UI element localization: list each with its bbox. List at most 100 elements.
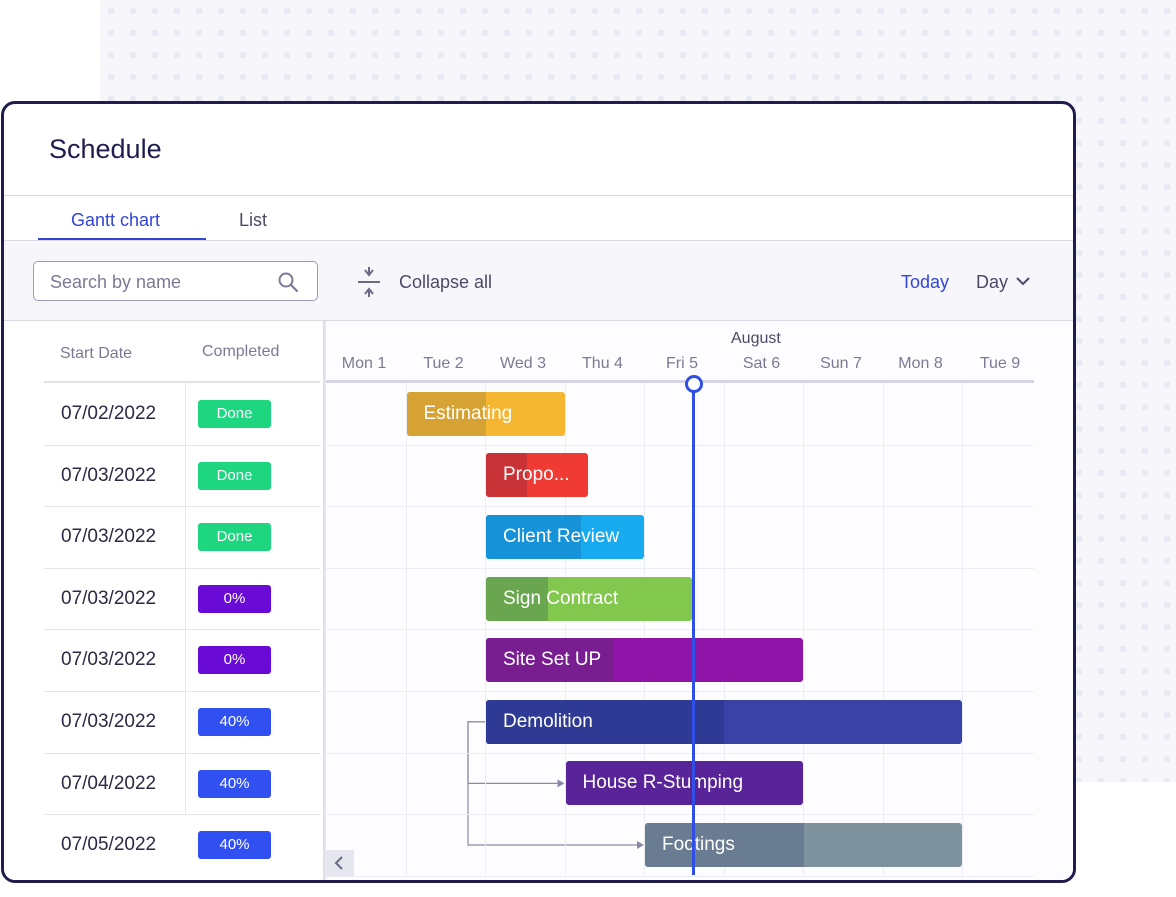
task-bar-label: Propo... [503, 464, 570, 486]
view-scale-label: Day [976, 272, 1009, 292]
task-progress-fill [486, 638, 613, 683]
task-table: Start Date Completed 07/02/2022 Done 07/03… [4, 321, 323, 880]
status-badge: 40% [198, 831, 271, 860]
task-bar[interactable]: Demolition [486, 699, 962, 744]
task-bar[interactable]: Estimating [406, 391, 565, 436]
tab-gantt-chart[interactable]: Gantt chart [71, 210, 161, 230]
status-badge: 0% [198, 584, 271, 613]
status-badge: Done [198, 523, 271, 552]
start-date-cell: 07/03/2022 [61, 711, 157, 732]
task-bar-label: Site Set UP [503, 649, 602, 671]
task-progress-fill [486, 699, 724, 744]
gantt-grid: Start Date Completed 07/02/2022 Done 07/03… [4, 321, 1073, 880]
toolbar-divider [4, 320, 1073, 321]
task-progress-fill [486, 576, 548, 621]
search-box [33, 261, 318, 302]
task-bar-label: House R-Stumping [582, 772, 744, 794]
schedule-card: Schedule Gantt chart List Collapse all T… [1, 101, 1076, 883]
day-label: Sat 6 [742, 355, 781, 372]
status-badge: Done [198, 461, 271, 490]
day-label: Fri 5 [666, 355, 698, 372]
task-bar-label: Footings [662, 834, 735, 855]
task-bar[interactable]: Propo... [486, 453, 589, 498]
day-label: Wed 3 [500, 355, 546, 372]
day-gridline [564, 383, 566, 875]
start-date-cell: 07/04/2022 [61, 772, 157, 794]
tab-list[interactable]: List [239, 210, 268, 230]
row-gridline [326, 691, 1034, 692]
dependency-arrowhead [557, 779, 565, 788]
today-marker-line [692, 383, 696, 875]
day-gridline [882, 383, 884, 875]
toolbar: Collapse all Today Day [4, 241, 1073, 320]
status-badge: Done [198, 400, 271, 428]
day-gridline [485, 383, 486, 875]
day-label: Tue 9 [979, 355, 1021, 372]
timeline-header-line [326, 380, 1034, 383]
status-badge: 40% [198, 708, 271, 736]
table-row-divider [44, 629, 320, 631]
task-bar-label: Demolition [503, 710, 593, 732]
day-label: Mon 8 [898, 355, 943, 372]
day-label: Sun 7 [820, 355, 862, 372]
column-header-completed: Completed [202, 343, 280, 360]
search-input[interactable] [48, 262, 272, 302]
table-column-divider [185, 383, 186, 813]
table-row-divider [44, 691, 320, 692]
day-gridline [405, 383, 407, 875]
task-progress-fill [406, 391, 486, 436]
task-bar[interactable]: House R-Stumping [565, 761, 803, 806]
timeline-pane: August Mon 1 Tue 2 Wed 3 Thu 4 Fri 5 Sat 6 Sun… [326, 321, 1073, 880]
table-row-divider [44, 567, 320, 569]
table-row-divider [44, 444, 320, 446]
collapse-icon [358, 267, 380, 297]
search-icon[interactable] [277, 271, 299, 293]
dependency-arrowhead [637, 841, 644, 849]
column-header-start-date: Start Date [60, 345, 133, 362]
table-header-line [44, 381, 320, 383]
day-gridline [803, 383, 804, 875]
row-gridline [326, 752, 1034, 754]
row-gridline [326, 629, 1034, 631]
today-marker-dot[interactable] [684, 375, 703, 393]
row-gridline [326, 506, 1034, 508]
table-row-divider [44, 752, 320, 754]
view-scale-dropdown[interactable]: Day [976, 272, 1030, 293]
day-label: Tue 2 [423, 355, 464, 372]
task-bar[interactable]: Site Set UP [486, 638, 803, 683]
chevron-down-icon [1016, 277, 1030, 286]
collapse-all-label: Collapse all [399, 272, 493, 292]
scroll-left-button[interactable] [326, 850, 354, 876]
table-row-divider [44, 814, 320, 816]
day-gridline [644, 383, 645, 875]
tabs-divider [4, 240, 1073, 241]
task-progress-fill [486, 515, 581, 559]
task-bar-label: Client Review [503, 526, 620, 547]
row-gridline [326, 875, 1034, 877]
start-date-cell: 07/03/2022 [61, 464, 157, 486]
task-progress-fill [645, 823, 804, 867]
day-gridline [962, 383, 963, 875]
day-label: Thu 4 [582, 355, 623, 372]
task-bar[interactable]: Client Review [486, 515, 644, 559]
status-badge: 40% [198, 769, 271, 798]
start-date-cell: 07/03/2022 [61, 649, 157, 671]
month-label: August [731, 330, 781, 347]
start-date-cell: 07/02/2022 [61, 403, 157, 424]
today-button[interactable]: Today [901, 272, 950, 292]
task-bar-label: Estimating [423, 402, 513, 424]
row-gridline [326, 444, 1034, 446]
task-bar-label: Sign Contract [503, 587, 619, 609]
row-gridline [326, 814, 1034, 816]
status-badge: 0% [198, 646, 271, 675]
table-row-divider [44, 506, 320, 508]
task-progress-fill [486, 453, 527, 498]
title-divider [4, 195, 1073, 196]
start-date-cell: 07/03/2022 [61, 587, 157, 609]
row-gridline [326, 567, 1034, 569]
task-bar[interactable]: Sign Contract [486, 576, 692, 621]
start-date-cell: 07/05/2022 [61, 834, 157, 856]
active-tab-indicator [38, 238, 206, 240]
task-bar[interactable]: Footings [645, 823, 962, 867]
day-gridline [723, 383, 725, 875]
